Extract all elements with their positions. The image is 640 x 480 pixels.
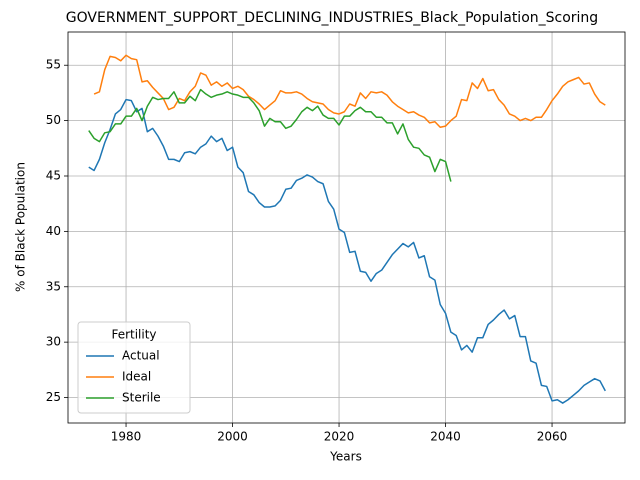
y-axis-label: % of Black Population <box>14 162 28 292</box>
y-tick-label: 55 <box>46 58 61 72</box>
legend-label: Actual <box>122 349 160 363</box>
plot-frame <box>67 31 626 424</box>
y-tick-label: 45 <box>46 168 61 182</box>
x-tick-label: 2040 <box>430 430 461 444</box>
legend-box <box>77 321 191 414</box>
legend-label: Ideal <box>122 370 151 384</box>
line-series <box>88 88 452 182</box>
chart-title: GOVERNMENT_SUPPORT_DECLINING_INDUSTRIES_… <box>66 10 598 26</box>
line-series <box>88 98 606 404</box>
x-tick-label: 1980 <box>111 430 142 444</box>
x-axis-label: Years <box>329 450 362 464</box>
legend-label: Sterile <box>122 391 161 405</box>
y-tick-label: 40 <box>46 224 61 238</box>
x-tick-label: 2020 <box>324 430 355 444</box>
y-tick-label: 30 <box>46 335 61 349</box>
legend-title: Fertility <box>111 328 156 342</box>
x-tick-label: 2060 <box>537 430 568 444</box>
line-series <box>93 54 606 129</box>
y-tick-label: 25 <box>46 390 61 404</box>
y-tick-label: 50 <box>46 113 61 127</box>
x-tick-label: 2000 <box>217 430 248 444</box>
y-tick-label: 35 <box>46 279 61 293</box>
